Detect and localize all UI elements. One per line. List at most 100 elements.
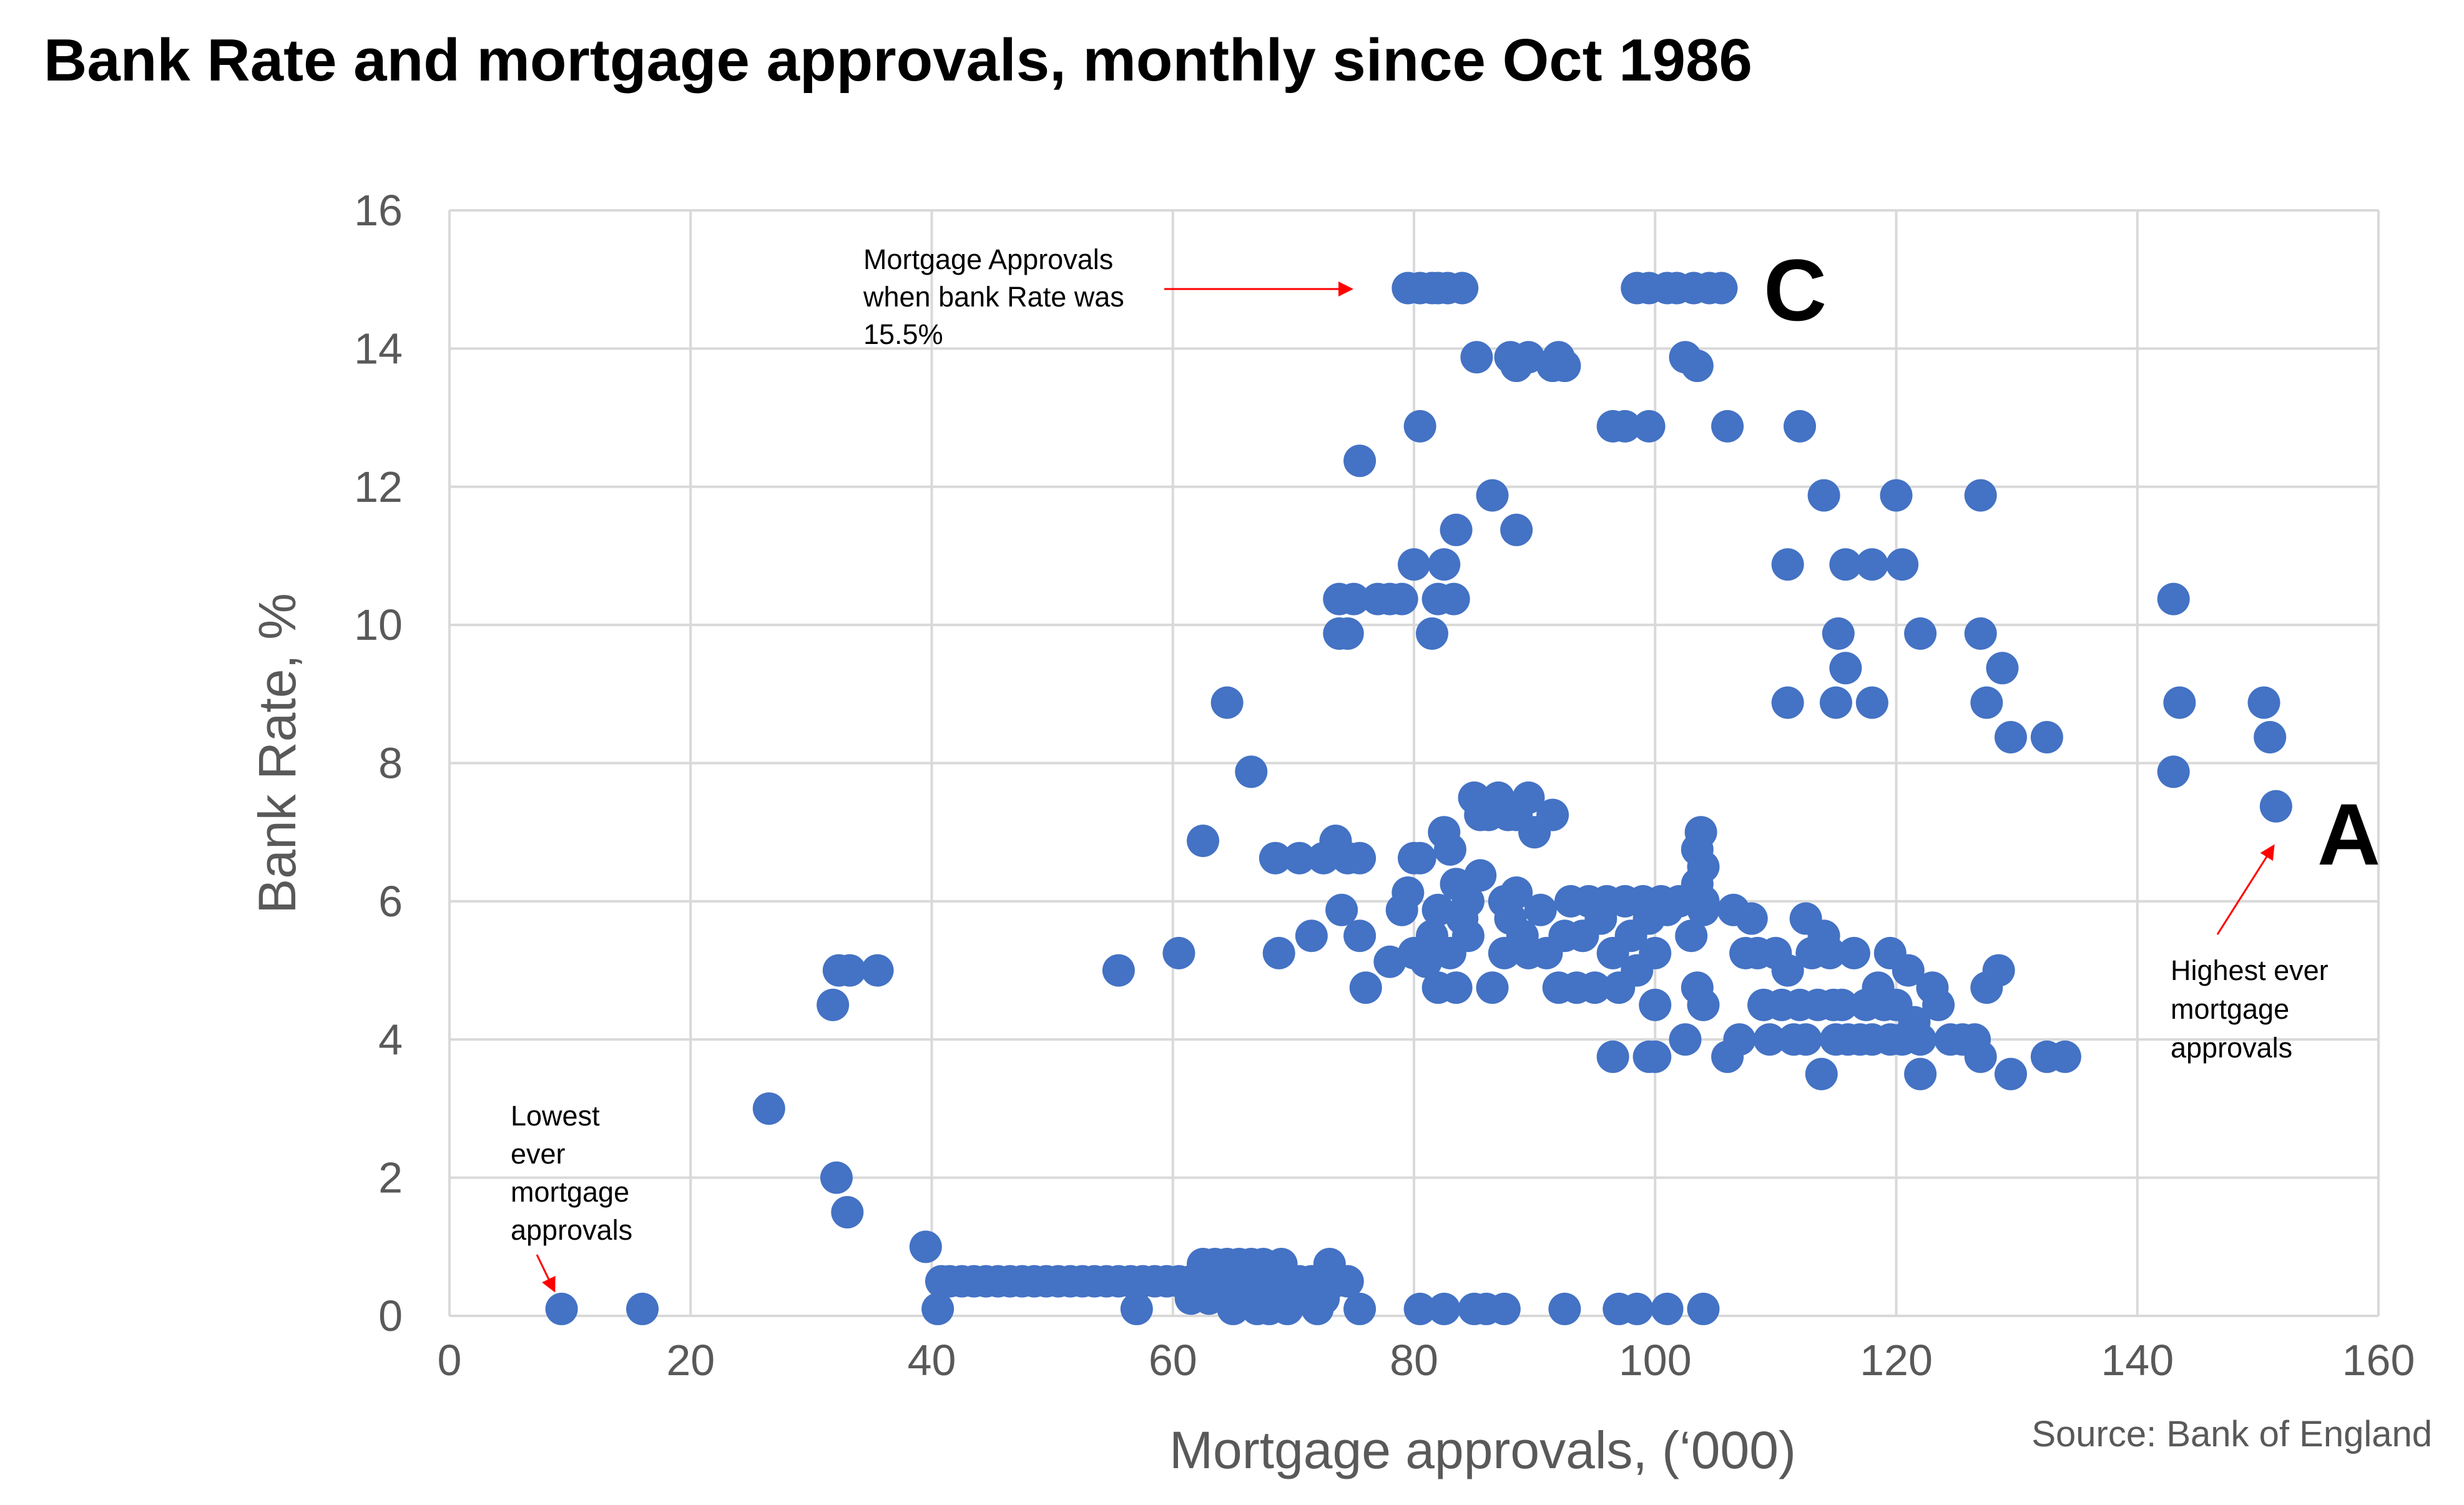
- data-point: [1825, 988, 1858, 1021]
- data-point: [1187, 825, 1220, 858]
- data-point: [1295, 919, 1328, 953]
- data-point: [1621, 1292, 1654, 1325]
- annotation-left-text: approvals: [511, 1214, 632, 1246]
- source-note: Source: Bank of England: [2031, 1414, 2432, 1454]
- data-point: [2030, 720, 2063, 753]
- data-point: [1753, 1023, 1786, 1056]
- annotation-right-text: Highest ever: [2171, 954, 2329, 986]
- data-point: [1970, 686, 2003, 719]
- data-point: [1639, 988, 1672, 1021]
- x-tick-label: 60: [1149, 1336, 1197, 1385]
- data-point: [1855, 686, 1888, 719]
- data-point: [1904, 1057, 1937, 1091]
- data-point: [1488, 1292, 1521, 1325]
- gridlines: [448, 209, 2380, 1317]
- data-point: [1428, 548, 1461, 581]
- data-point: [1596, 1040, 1629, 1073]
- data-point: [626, 1292, 659, 1325]
- data-point: [909, 1230, 942, 1263]
- annotations: Mortgage Approvals when bank Rate was 15.5…: [511, 241, 2380, 1293]
- data-point: [1403, 409, 1436, 443]
- data-point: [1460, 341, 1493, 374]
- data-point: [1982, 954, 2015, 987]
- data-point: [1789, 1023, 1822, 1056]
- annotation-right-arrow: [2216, 844, 2275, 935]
- x-tick-label: 140: [2101, 1336, 2174, 1385]
- data-point: [820, 1161, 853, 1194]
- data-point: [831, 1195, 864, 1228]
- chart-title: Bank Rate and mortgage approvals, monthl…: [44, 27, 1752, 94]
- data-point: [1829, 652, 1862, 685]
- data-point: [1771, 548, 1804, 581]
- data-point: [1403, 1292, 1436, 1325]
- data-point: [1265, 1247, 1298, 1280]
- data-point: [921, 1292, 955, 1325]
- data-point: [1120, 1292, 1153, 1325]
- data-point: [1687, 885, 1720, 918]
- data-point: [1500, 876, 1533, 909]
- data-point: [1855, 548, 1888, 581]
- data-point: [1331, 617, 1364, 650]
- data-point: [1343, 444, 1377, 478]
- data-point: [1476, 971, 1509, 1004]
- data-point: [1403, 841, 1436, 875]
- data-point: [1548, 1292, 1581, 1325]
- data-point: [1964, 617, 1997, 650]
- data-point: [1271, 1292, 1304, 1325]
- data-point: [2157, 755, 2190, 788]
- data-point: [1500, 513, 1533, 546]
- y-tick-label: 6: [378, 877, 403, 926]
- data-point: [1675, 919, 1708, 953]
- annotation-letter-a: A: [2317, 785, 2380, 883]
- data-point: [1681, 350, 1714, 383]
- data-point: [1684, 816, 1717, 849]
- y-tick-label: 0: [378, 1292, 403, 1340]
- data-point: [1210, 686, 1244, 719]
- data-point: [1964, 479, 1997, 512]
- annotation-top-text: when bank Rate was: [863, 281, 1124, 313]
- y-tick-label: 12: [354, 463, 403, 511]
- data-point: [1705, 272, 1738, 305]
- data-point: [1440, 971, 1473, 1004]
- x-axis-title: Mortgage approvals, (‘000): [1169, 1421, 1796, 1479]
- data-point: [1343, 1292, 1377, 1325]
- data-point: [1283, 841, 1316, 875]
- data-point: [2254, 720, 2287, 753]
- data-point: [1428, 1292, 1461, 1325]
- data-point: [1994, 1057, 2027, 1091]
- y-tick-label: 10: [354, 601, 403, 649]
- data-point: [1102, 954, 1135, 987]
- data-point: [2163, 686, 2196, 719]
- x-tick-label: 120: [1860, 1336, 1933, 1385]
- x-tick-label: 80: [1390, 1336, 1438, 1385]
- annotation-top-text: 15.5%: [863, 318, 943, 350]
- data-point: [1651, 1292, 1684, 1325]
- data-point: [1217, 1292, 1250, 1325]
- x-tick-label: 40: [908, 1336, 956, 1385]
- data-point: [1807, 479, 1840, 512]
- data-point: [1814, 936, 1847, 969]
- data-point: [1476, 479, 1509, 512]
- data-point: [752, 1092, 785, 1125]
- y-tick-label: 16: [354, 186, 403, 235]
- data-point: [1964, 1040, 1997, 1073]
- data-point: [1337, 582, 1370, 615]
- data-point: [1536, 798, 1569, 831]
- data-point: [1771, 686, 1804, 719]
- data-point: [1398, 548, 1430, 581]
- data-point: [1771, 954, 1804, 987]
- x-tick-label: 100: [1619, 1336, 1692, 1385]
- data-point: [1994, 720, 2027, 753]
- data-point: [1343, 841, 1377, 875]
- data-point: [1837, 936, 1870, 969]
- data-point: [1886, 548, 1919, 581]
- data-point: [1639, 1040, 1672, 1073]
- y-tick-label: 14: [354, 324, 403, 373]
- data-point: [1608, 409, 1641, 443]
- annotation-left-text: Lowest: [511, 1100, 600, 1132]
- x-tick-label: 20: [666, 1336, 715, 1385]
- data-point: [1639, 936, 1672, 969]
- data-point: [861, 954, 894, 987]
- axes: 0 20 40 60 80 100 120 140 160 0 2 4 6 8 10 12 14 16: [354, 186, 2415, 1385]
